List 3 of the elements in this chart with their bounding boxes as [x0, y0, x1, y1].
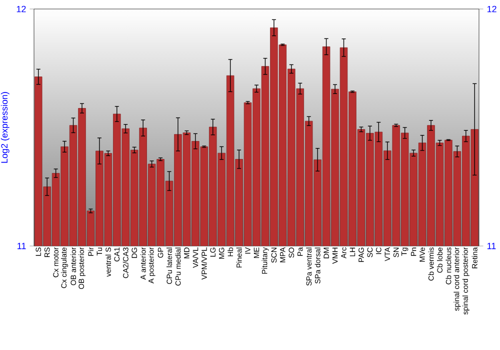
y2-tick-label: 12: [487, 6, 496, 12]
y2-tick-label: 11: [487, 242, 496, 250]
y-axis-title: Log2 (expression): [0, 92, 10, 163]
